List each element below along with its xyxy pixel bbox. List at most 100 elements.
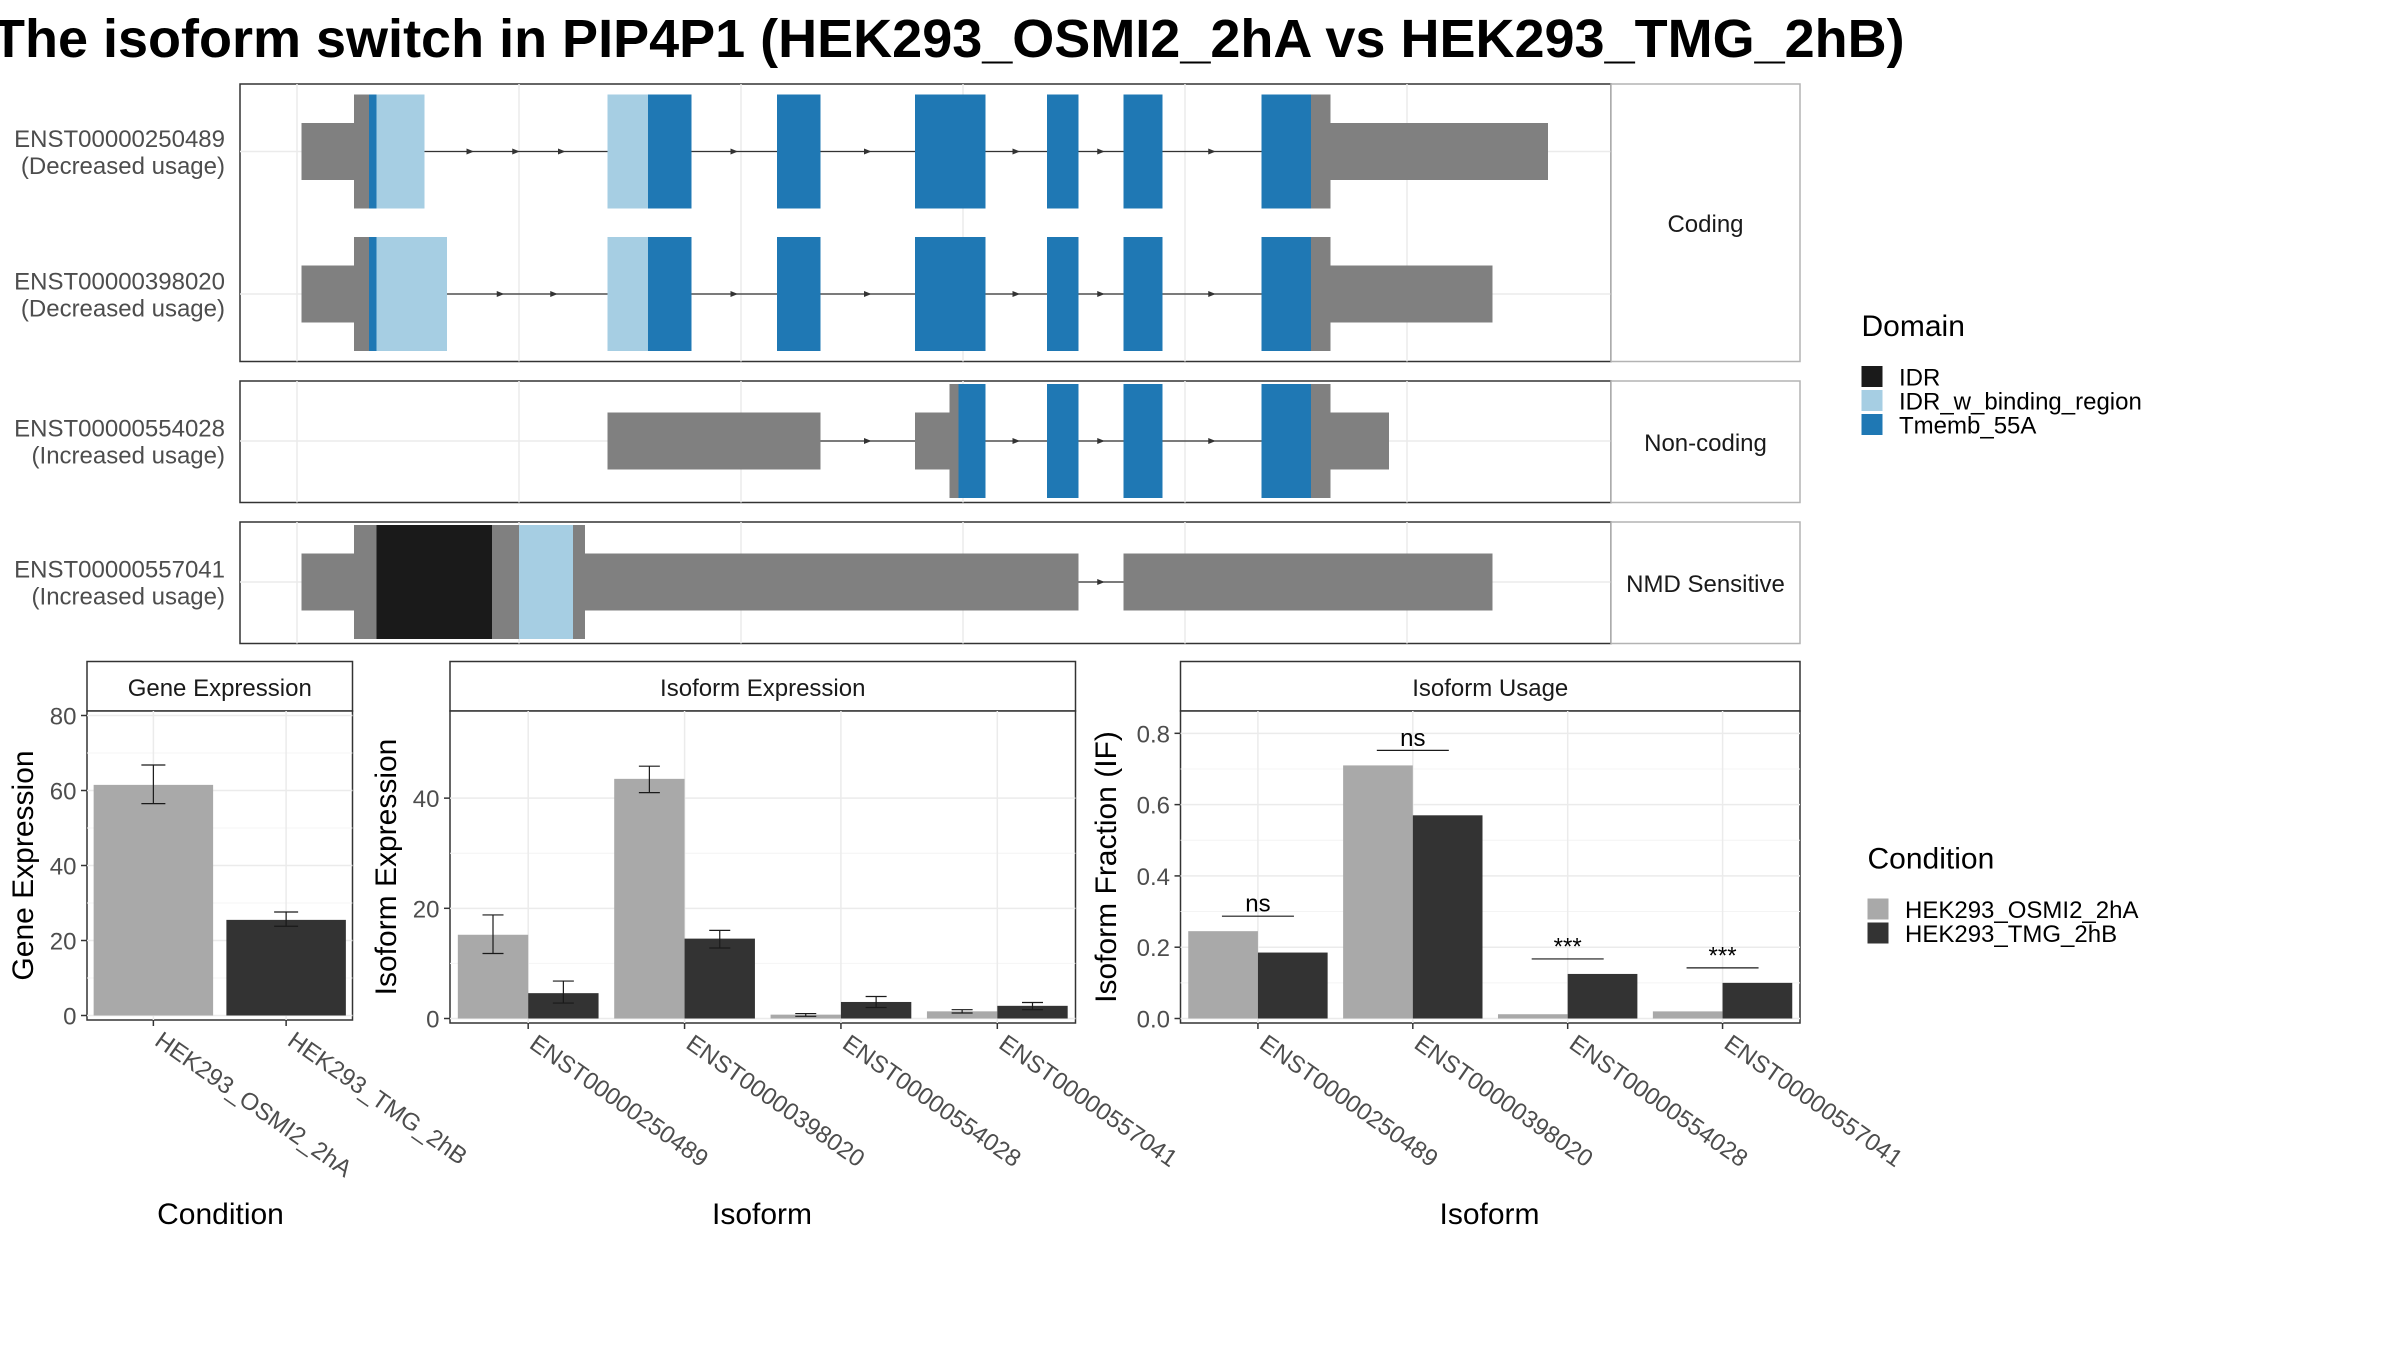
domain-legend-label: Tmemb_55A (1899, 413, 2036, 440)
y-tick-label: 0.2 (1137, 935, 1170, 962)
bar-HEK293_TMG_2hB-ENST00000250489 (1257, 952, 1328, 1019)
y-tick-label: 20 (50, 929, 77, 956)
exon-segment-IDR (376, 525, 492, 639)
intron-arrow-icon (1012, 438, 1020, 444)
figure-title: The isoform switch in PIP4P1 (HEK293_OSM… (0, 9, 1905, 69)
group-strip-label: Coding (1667, 211, 1743, 238)
exon-segment-utr (1123, 553, 1493, 611)
transcript-id-label: ENST00000554028 (14, 416, 225, 443)
exon-segment-Tmemb_55A (1261, 94, 1311, 209)
intron-arrow-icon (1097, 291, 1105, 297)
y-axis-title: Gene Expression (7, 750, 40, 980)
intron-arrow-icon (1208, 148, 1216, 155)
y-tick-label: 0 (63, 1004, 76, 1031)
exon-segment-Tmemb_55A (1123, 94, 1163, 209)
bar-HEK293_OSMI2_2hA-ENST00000557041 (926, 1011, 998, 1019)
exon-segment-utr (1330, 265, 1493, 323)
exon-segment-Tmemb_55A (915, 237, 986, 351)
exon-segment-utr (915, 412, 950, 470)
exon-segment-utr (354, 237, 369, 351)
intron-arrow-icon (1097, 438, 1105, 444)
y-axis-title: Isoform Expression (370, 739, 403, 996)
intron-arrow-icon (730, 291, 738, 297)
exon-segment-utr (607, 412, 821, 470)
chart-1: Isoform Expression02040ENST00000250489EN… (370, 660, 1182, 1231)
bar-HEK293_TMG_2hB-ENST00000554028 (1567, 973, 1638, 1019)
chart-strip-box (449, 660, 1077, 712)
exon-segment-utr (1330, 123, 1548, 180)
y-tick-label: 40 (50, 854, 77, 881)
bar-HEK293_OSMI2_2hA-ENST00000557041 (1652, 1011, 1723, 1019)
domain-legend-title: Domain (1862, 310, 1965, 343)
bar-HEK293_OSMI2_2hA-ENST00000398020 (1343, 765, 1413, 1019)
x-axis-title: Isoform (1439, 1198, 1539, 1231)
transcript-id-label: ENST00000250489 (14, 126, 225, 153)
transcript-id-label: ENST00000398020 (14, 269, 225, 296)
exon-segment-Tmemb_55A (369, 94, 377, 209)
exon-segment-Tmemb_55A (915, 94, 986, 209)
transcript-id-label: ENST00000557041 (14, 557, 225, 584)
exon-segment-IDR_w_binding_region (519, 525, 573, 639)
domain-legend-swatch (1861, 414, 1883, 435)
bar-HEK293_TMG_2hB-ENST00000398020 (1412, 815, 1483, 1019)
bar-HEK293_OSMI2_2hA (93, 784, 214, 1016)
strip-label-box (1610, 380, 1801, 504)
bar-HEK293_TMG_2hB-ENST00000398020 (684, 938, 755, 1019)
intron-arrow-icon (864, 291, 872, 297)
y-tick-label: 80 (50, 704, 77, 731)
intron-arrow-icon (1097, 148, 1105, 155)
transcript-usage-label: (Increased usage) (32, 584, 225, 611)
significance-label: *** (1709, 942, 1737, 969)
bar-HEK293_OSMI2_2hA-ENST00000554028 (1497, 1014, 1568, 1019)
exon-segment-utr (1330, 412, 1389, 470)
condition-legend-label: HEK293_TMG_2hB (1905, 921, 2117, 948)
y-tick-label: 60 (50, 779, 77, 806)
transcript-usage-label: (Increased usage) (32, 443, 225, 470)
structure-group-0: Coding (239, 83, 1801, 363)
chart-0: Gene Expression020406080HEK293_OSMI2_2hA… (7, 660, 472, 1231)
significance-label: ns (1245, 891, 1270, 918)
bar-HEK293_OSMI2_2hA-ENST00000250489 (1188, 931, 1258, 1019)
condition-legend-swatch (1867, 922, 1889, 944)
condition-legend-swatch (1867, 898, 1889, 920)
transcript-structure-panel: Coding Non-coding NMD Sensitive ENST0000025… (14, 83, 1801, 645)
transcript-ENST00000557041: ENST00000557041(Increased usage) (14, 525, 1493, 639)
bar-HEK293_TMG_2hB (226, 919, 346, 1016)
intron-arrow-icon (558, 148, 566, 155)
exon-segment-utr (492, 525, 519, 639)
exon-segment-Tmemb_55A (1047, 384, 1079, 498)
transcript-usage-label: (Decreased usage) (21, 296, 225, 323)
structure-group-1: Non-coding (239, 380, 1801, 504)
exon-segment-utr (301, 265, 354, 323)
exon-segment-Tmemb_55A (369, 237, 377, 351)
significance-label: ns (1400, 725, 1425, 752)
exon-segment-Tmemb_55A (648, 94, 692, 209)
exon-segment-IDR_w_binding_region (607, 237, 648, 351)
intron-arrow-icon (864, 438, 872, 444)
y-tick-label: 0.6 (1137, 793, 1170, 820)
exon-segment-utr (585, 553, 1079, 611)
transcript-ENST00000250489: ENST00000250489(Decreased usage) (14, 94, 1548, 209)
y-tick-label: 0.4 (1137, 864, 1170, 891)
y-tick-label: 40 (413, 786, 440, 813)
intron-arrow-icon (864, 148, 872, 155)
exon-segment-utr (573, 525, 585, 639)
bar-HEK293_TMG_2hB-ENST00000557041 (1722, 982, 1793, 1019)
intron-arrow-icon (1012, 148, 1020, 155)
condition-legend-label: HEK293_OSMI2_2hA (1905, 897, 2138, 924)
intron-arrow-icon (496, 291, 505, 297)
exon-segment-Tmemb_55A (1261, 384, 1311, 498)
exon-segment-utr (1311, 384, 1331, 498)
exon-segment-Tmemb_55A (648, 237, 692, 351)
intron-arrow-icon (1097, 579, 1105, 585)
chart-panel-box (449, 710, 1077, 1024)
domain-legend-label: IDR (1899, 365, 1940, 392)
domain-legend-swatch (1861, 390, 1883, 411)
significance-label: *** (1554, 933, 1582, 960)
bar-charts: Gene Expression020406080HEK293_OSMI2_2hA… (7, 660, 1907, 1231)
y-tick-label: 20 (413, 896, 440, 923)
chart-strip-title: Isoform Expression (660, 675, 865, 702)
